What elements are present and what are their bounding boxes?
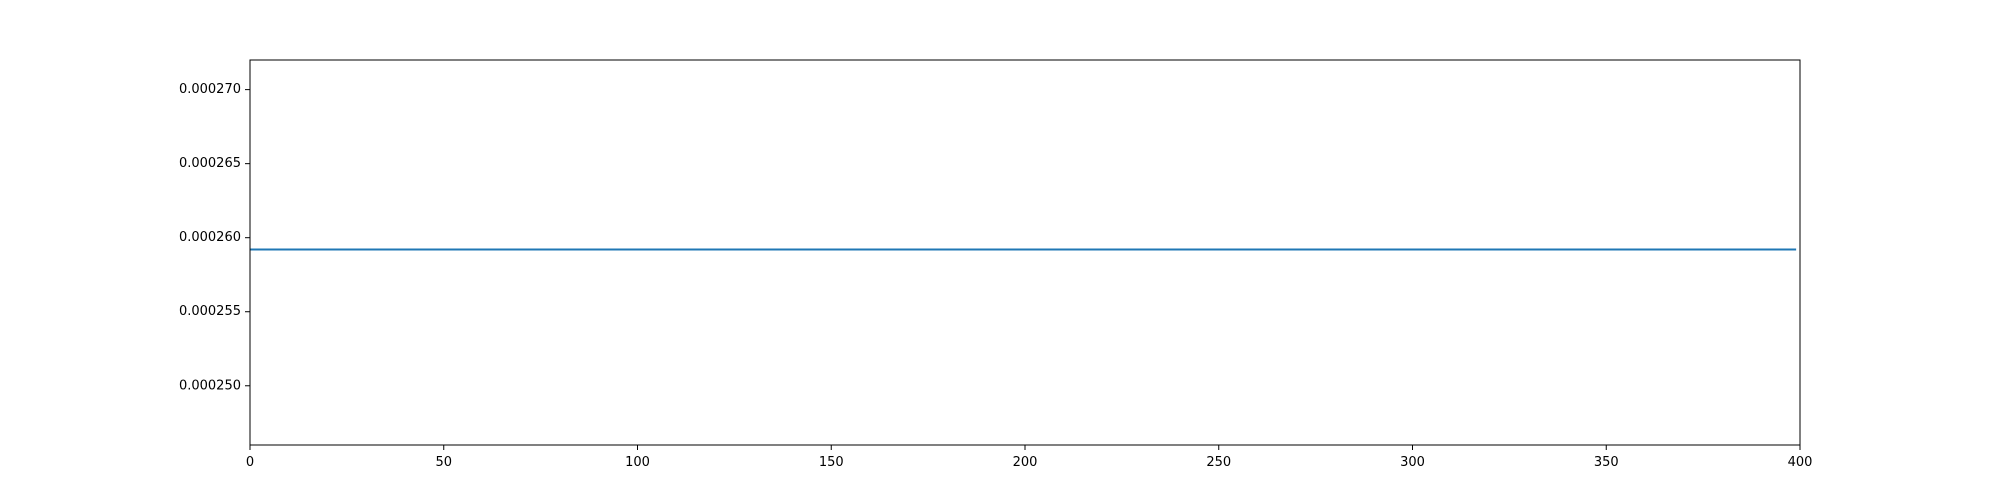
x-tick-label: 50 (435, 455, 452, 470)
y-tick-label: 0.000260 (179, 230, 241, 245)
x-tick-label: 0 (246, 455, 254, 470)
y-tick-label: 0.000255 (179, 304, 241, 319)
x-tick-label: 400 (1788, 455, 1813, 470)
y-tick-label: 0.000270 (179, 82, 241, 97)
x-tick-label: 100 (625, 455, 650, 470)
plot-frame (249, 59, 1801, 446)
x-tick-label: 150 (819, 455, 844, 470)
y-tick-label: 0.000265 (179, 156, 241, 171)
x-tick-label: 300 (1400, 455, 1425, 470)
x-axis: 0 50 100 150 200 250 300 350 400 (246, 445, 1813, 470)
x-tick-label: 350 (1594, 455, 1619, 470)
x-tick-label: 250 (1206, 455, 1231, 470)
x-tick-label: 200 (1013, 455, 1038, 470)
y-axis: 0.000250 0.000255 0.000260 0.000265 0.000270 (179, 82, 250, 393)
y-tick-label: 0.000250 (179, 378, 241, 393)
plot-area (250, 60, 1800, 445)
